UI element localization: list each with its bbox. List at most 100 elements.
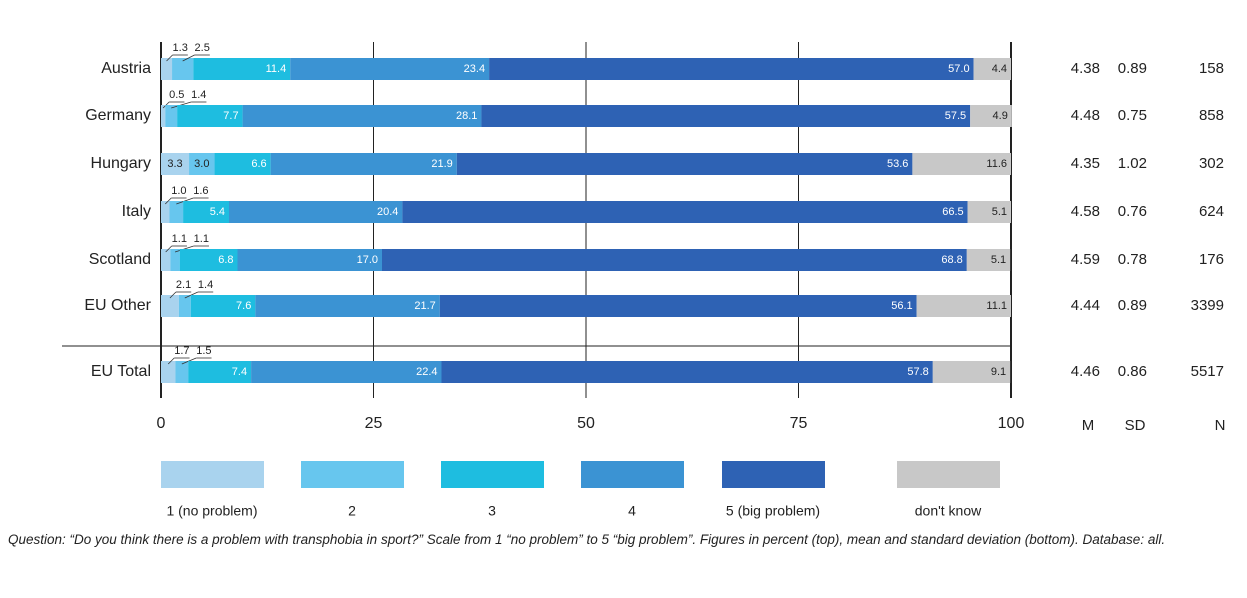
bar-segment xyxy=(175,361,189,383)
value-label: 6.6 xyxy=(251,158,266,170)
category-label: Germany xyxy=(85,107,151,124)
leader-line xyxy=(169,291,177,299)
bar-segment xyxy=(255,295,440,317)
bar-segment xyxy=(177,105,243,127)
legend-label: 1 (no problem) xyxy=(166,503,257,519)
value-label: 5.1 xyxy=(991,254,1006,266)
x-tick-label: 75 xyxy=(790,415,808,432)
bar-segment xyxy=(439,295,917,317)
value-label: 21.9 xyxy=(431,158,452,170)
value-label: 7.6 xyxy=(236,300,251,312)
chart: 0 25 50 75 100 Austria 1.3 2.5 11.4 23.4 57.0 4.4 Ge… xyxy=(62,42,1225,519)
bar-segment xyxy=(161,295,179,317)
value-label: 4.4 xyxy=(992,63,1007,75)
bar-segment xyxy=(169,201,184,223)
value-label: 2.5 xyxy=(195,42,210,54)
stat-value: 4.59 xyxy=(1071,251,1100,268)
leader-line xyxy=(182,54,195,62)
legend-swatch xyxy=(581,461,684,488)
value-label: 1.5 xyxy=(196,345,211,357)
value-label: 1.1 xyxy=(194,233,209,245)
value-label: 2.1 xyxy=(176,279,191,291)
bar-segment xyxy=(916,295,1011,317)
legend-label: 3 xyxy=(488,503,496,519)
value-label: 68.8 xyxy=(941,254,962,266)
legend-label: don't know xyxy=(915,503,982,519)
stat-value: 4.38 xyxy=(1071,60,1100,77)
x-tick-label: 25 xyxy=(365,415,383,432)
stat-value: 4.46 xyxy=(1071,363,1100,380)
value-label: 5.4 xyxy=(210,206,225,218)
value-label: 3.0 xyxy=(194,158,209,170)
value-label: 11.6 xyxy=(986,158,1007,170)
bar-segment xyxy=(189,153,215,175)
stat-value: 158 xyxy=(1199,60,1224,77)
value-label: 22.4 xyxy=(416,366,437,378)
bar-segment xyxy=(172,58,194,80)
value-label: 21.7 xyxy=(414,300,435,312)
legend-swatch xyxy=(301,461,404,488)
stat-value: 858 xyxy=(1199,107,1224,124)
value-label: 1.4 xyxy=(191,89,206,101)
stat-value: 4.35 xyxy=(1071,155,1100,172)
value-label: 6.8 xyxy=(218,254,233,266)
stat-value: 4.48 xyxy=(1071,107,1100,124)
value-label: 28.1 xyxy=(456,110,477,122)
x-tick-label: 0 xyxy=(157,415,166,432)
bar-segment xyxy=(170,249,180,271)
bar-segment xyxy=(481,105,971,127)
value-label: 7.7 xyxy=(223,110,238,122)
category-label: EU Total xyxy=(91,363,151,380)
value-label: 9.1 xyxy=(991,366,1006,378)
bar-segment xyxy=(402,201,968,223)
x-tick-label: 100 xyxy=(998,415,1025,432)
bar-segment xyxy=(441,361,933,383)
bar-segment xyxy=(966,249,1011,271)
legend-label: 2 xyxy=(348,503,356,519)
bar-segment xyxy=(237,249,382,271)
bar-segment xyxy=(161,58,173,80)
value-label: 56.1 xyxy=(891,300,912,312)
value-label: 1.3 xyxy=(173,42,188,54)
value-label: 7.4 xyxy=(232,366,247,378)
bar-segment xyxy=(973,58,1011,80)
bar-segment xyxy=(932,361,1011,383)
leader-line xyxy=(164,197,172,205)
value-label: 11.4 xyxy=(266,63,287,75)
stat-value: 4.44 xyxy=(1071,297,1100,314)
legend-label: 5 (big problem) xyxy=(726,503,820,519)
stat-value: 3399 xyxy=(1191,297,1224,314)
bar-segment xyxy=(188,361,252,383)
stat-value: 0.89 xyxy=(1118,297,1147,314)
value-label: 4.9 xyxy=(993,110,1008,122)
bar-segment xyxy=(270,153,457,175)
bar-segment xyxy=(290,58,490,80)
value-label: 57.5 xyxy=(945,110,966,122)
value-label: 17.0 xyxy=(357,254,378,266)
bar-segment xyxy=(967,201,1011,223)
legend-swatch xyxy=(441,461,544,488)
value-label: 1.7 xyxy=(174,345,189,357)
value-label: 1.6 xyxy=(193,185,208,197)
bar-segment xyxy=(165,105,178,127)
bar-segment xyxy=(190,295,256,317)
bar-segment xyxy=(456,153,913,175)
x-tick-label: 50 xyxy=(577,415,595,432)
category-label: EU Other xyxy=(84,297,151,314)
category-label: Austria xyxy=(101,60,151,77)
value-label: 57.0 xyxy=(948,63,969,75)
stat-value: 4.58 xyxy=(1071,203,1100,220)
legend-label: 4 xyxy=(628,503,636,519)
bar-segment xyxy=(242,105,482,127)
value-label: 1.0 xyxy=(171,185,186,197)
value-label: 23.4 xyxy=(464,63,485,75)
leader-line xyxy=(167,357,175,365)
value-label: 11.1 xyxy=(986,300,1007,312)
stat-value: 0.89 xyxy=(1118,60,1147,77)
value-label: 0.5 xyxy=(169,89,184,101)
stat-header: SD xyxy=(1125,417,1146,434)
bar-segment xyxy=(179,249,238,271)
stat-value: 0.76 xyxy=(1118,203,1147,220)
bar-segment xyxy=(214,153,271,175)
